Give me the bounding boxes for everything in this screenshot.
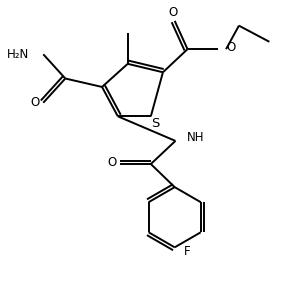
Text: O: O xyxy=(108,156,117,169)
Text: O: O xyxy=(31,96,40,109)
Text: O: O xyxy=(226,41,235,54)
Text: S: S xyxy=(151,117,159,130)
Text: NH: NH xyxy=(187,131,204,144)
Text: O: O xyxy=(168,6,178,19)
Text: F: F xyxy=(184,245,190,258)
Text: H₂N: H₂N xyxy=(7,48,29,61)
